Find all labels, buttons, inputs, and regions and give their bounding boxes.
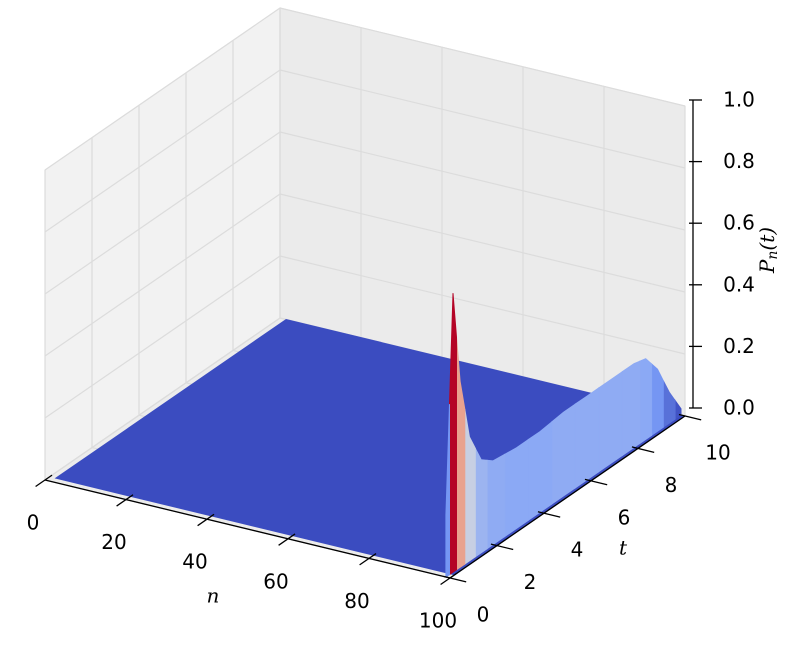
y-tick <box>678 413 702 421</box>
z-tick-label: 0.4 <box>723 272 755 296</box>
grid-line <box>279 7 686 107</box>
x-tick <box>278 533 296 546</box>
surface-strip <box>474 448 488 558</box>
y-tick-label: 8 <box>665 473 678 497</box>
surface-strip <box>504 438 529 538</box>
y-tick <box>490 543 514 551</box>
x-tick-label: 0 <box>27 511 40 535</box>
y-tick-label: 6 <box>618 505 631 529</box>
grid-line <box>44 193 281 357</box>
z-tick-label: 0.8 <box>723 149 755 173</box>
y-tick <box>584 478 608 486</box>
grid-line <box>44 317 281 481</box>
surface-strip <box>621 360 641 457</box>
x-tick <box>359 553 377 566</box>
y-axis-label: t <box>619 536 628 560</box>
x-tick <box>116 494 134 507</box>
x-tick-label: 20 <box>101 530 126 554</box>
z-tick-label: 0.2 <box>723 334 755 358</box>
grid-line <box>44 69 281 233</box>
z-axis-label: Pn(t) <box>755 227 782 274</box>
surface-strip <box>486 453 506 550</box>
z-axis-label-sub: n <box>765 251 781 260</box>
surface-strip <box>551 403 576 506</box>
surface-strip <box>639 358 653 445</box>
y-tick-label: 2 <box>524 570 537 594</box>
grid-line <box>279 131 686 231</box>
z-tick-label: 1.0 <box>723 88 755 112</box>
grid-line <box>279 255 686 355</box>
x-tick <box>440 572 458 586</box>
grid-line <box>44 7 281 171</box>
y-tick-label: 0 <box>477 603 490 627</box>
surface-strip <box>527 420 553 522</box>
x-tick <box>35 474 53 488</box>
grid-line <box>279 69 686 169</box>
x-tick <box>197 513 215 527</box>
y-tick <box>443 575 467 583</box>
z-axis-label-rest: (t) <box>755 227 779 251</box>
x-axis-line <box>44 479 451 579</box>
y-tick <box>631 446 655 453</box>
x-tick-label: 100 <box>419 609 457 633</box>
x-tick-label: 40 <box>182 550 207 574</box>
z-tick-label: 0.6 <box>723 211 755 235</box>
surface-strip <box>598 370 623 473</box>
x-axis-label: n <box>207 584 220 608</box>
x-tick-label: 60 <box>263 569 288 593</box>
surface-strip <box>574 387 600 489</box>
y-tick-label: 10 <box>705 441 730 465</box>
grid-line <box>44 131 281 295</box>
x-tick-label: 80 <box>344 589 369 613</box>
surface-strip <box>445 404 450 578</box>
y-axis-line <box>449 415 686 579</box>
z-tick-label: 0.0 <box>723 396 755 420</box>
z-axis-label-base: P <box>755 259 779 274</box>
y-tick-label: 4 <box>571 538 584 562</box>
grid-line <box>279 193 686 293</box>
y-tick <box>537 511 561 518</box>
grid-line <box>44 255 281 419</box>
